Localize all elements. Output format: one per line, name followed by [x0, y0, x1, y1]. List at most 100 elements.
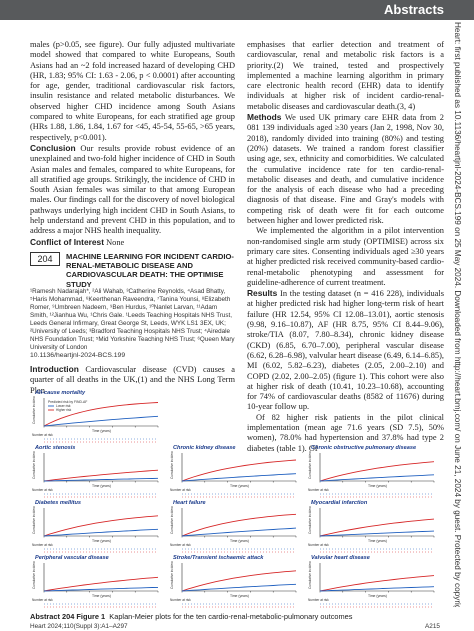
- footer-page-number: A215: [425, 623, 440, 630]
- km-curve-higher-risk: [43, 576, 159, 592]
- results-para: Results In the testing dataset (n = 416 …: [247, 288, 444, 413]
- figure-caption: Abstract 204 Figure 1 Kaplan-Meier plots…: [30, 612, 444, 621]
- km-ylabel: Cumulative incidence: [308, 451, 312, 479]
- km-plot: Cumulative incidence Time (years) Number a…: [32, 506, 159, 553]
- km-ylabel: Cumulative incidence: [170, 561, 174, 589]
- km-panel-title: Myocardial infarction: [311, 500, 368, 506]
- km-curve-lower-risk: [43, 528, 159, 537]
- header-bar: Abstracts: [0, 0, 474, 20]
- km-plot: Cumulative incidence Time (years) Number a…: [32, 451, 159, 498]
- km-panel-title: Chronic obstructive pulmonary disease: [311, 445, 417, 451]
- km-panel-title: Aortic stenosis: [35, 445, 76, 451]
- km-legend-lower: Lower risk: [56, 404, 71, 408]
- km-panel-title: Peripheral vascular disease: [35, 555, 109, 561]
- left-column: males (p>0.05, see figure). Our fully ad…: [30, 40, 235, 248]
- left-para-1: males (p>0.05, see figure). Our fully ad…: [30, 40, 235, 142]
- right-column: emphasises that earlier detection and tr…: [247, 40, 444, 454]
- km-panel: Aortic stenosis Cumulative incidence Time …: [30, 445, 168, 500]
- km-ylabel: Cumulative incidence: [170, 506, 174, 534]
- km-curve-lower-risk: [43, 586, 159, 592]
- km-plot: Cumulative incidence Time (years) Number a…: [308, 451, 435, 498]
- km-curve-higher-risk: [319, 575, 435, 592]
- km-xlabel: Time (years): [368, 594, 387, 598]
- km-number-at-risk-label: Number at risk: [308, 598, 329, 602]
- km-panel-title: Heart failure: [173, 500, 206, 506]
- conclusion-text: Our results provide robust evidence of a…: [30, 143, 235, 236]
- coi-label: Conflict of Interest: [30, 236, 104, 247]
- km-ylabel: Cumulative incidence: [308, 561, 312, 589]
- km-ylabel: Cumulative incidence: [32, 561, 36, 589]
- km-panel-title: Diabetes mellitus: [35, 500, 82, 506]
- abstract-204-heading: 204 MACHINE LEARNING FOR INCIDENT CARDIO…: [30, 250, 235, 289]
- km-panel: Heart failure Cumulative incidence Time (y…: [168, 500, 306, 555]
- methods-label: Methods: [247, 112, 282, 123]
- km-ylabel: Cumulative incidence: [170, 451, 174, 479]
- km-curve-lower-risk: [319, 586, 435, 592]
- side-copyright-notice: Heart: first published as 10.1136/heartj…: [450, 22, 472, 607]
- km-xlabel: Time (years): [92, 429, 111, 433]
- right-para-1: emphasises that earlier detection and tr…: [247, 40, 444, 111]
- km-axes: [43, 453, 158, 482]
- abstract-title: MACHINE LEARNING FOR INCIDENT CARDIO-REN…: [66, 252, 234, 289]
- km-curve-lower-risk: [181, 527, 297, 537]
- km-plot: Cumulative incidence Time (years) Number a…: [308, 506, 435, 553]
- km-ylabel: Cumulative incidence: [32, 451, 36, 479]
- km-xlabel: Time (years): [92, 594, 111, 598]
- km-curve-higher-risk: [43, 469, 159, 482]
- km-number-at-risk-label: Number at risk: [32, 433, 53, 437]
- results-label: Results: [247, 288, 278, 299]
- km-curve-higher-risk: [181, 513, 297, 537]
- km-curve-lower-risk: [319, 530, 435, 537]
- km-panel: Chronic obstructive pulmonary disease Cum…: [306, 445, 444, 500]
- km-number-at-risk-label: Number at risk: [308, 488, 329, 492]
- coi-para: Conflict of Interest None: [30, 237, 235, 248]
- km-curve-higher-risk: [43, 515, 159, 537]
- km-panel: Chronic kidney disease Cumulative inciden…: [168, 445, 306, 500]
- right-para-2: We implemented the algorithm in a pilot …: [247, 226, 444, 287]
- results-text: In the testing dataset (n = 416 228), in…: [247, 289, 444, 412]
- km-panel: Valvular heart disease Cumulative inciden…: [306, 555, 444, 610]
- km-ylabel: Cumulative incidence: [308, 506, 312, 534]
- km-plot: Cumulative incidence Time (years) Number a…: [32, 396, 159, 443]
- km-panel: Stroke/Transient ischaemic attack Cumulat…: [168, 555, 306, 610]
- km-number-at-risk-label: Number at risk: [32, 598, 53, 602]
- km-panel-title: Valvular heart disease: [311, 555, 370, 561]
- km-legend-title: Predicted risk by FIND-AF: [48, 400, 87, 404]
- km-xlabel: Time (years): [368, 484, 387, 488]
- km-xlabel: Time (years): [230, 594, 249, 598]
- conclusion-para: Conclusion Our results provide robust ev…: [30, 143, 235, 237]
- abstract-number: 204: [30, 252, 60, 266]
- conclusion-label: Conclusion: [30, 142, 76, 153]
- km-plot: Cumulative incidence Time (years) Number a…: [170, 561, 297, 608]
- km-xlabel: Time (years): [368, 539, 387, 543]
- km-curve-higher-risk: [181, 570, 297, 592]
- km-xlabel: Time (years): [230, 539, 249, 543]
- km-panel: Diabetes mellitus Cumulative incidence Tim…: [30, 500, 168, 555]
- caption-label: Abstract 204 Figure 1: [30, 612, 106, 621]
- km-plot: Cumulative incidence Time (years) Number a…: [308, 561, 435, 608]
- side-notice-text: Heart: first published as 10.1136/heartj…: [453, 22, 462, 607]
- km-number-at-risk-label: Number at risk: [170, 488, 191, 492]
- km-panel-title: Stroke/Transient ischaemic attack: [173, 555, 264, 561]
- coi-text: None: [106, 237, 125, 247]
- intro-text: Cardiovascular disease (CVD) causes a qu…: [30, 365, 236, 395]
- km-panel-title: All-cause mortality: [35, 390, 86, 396]
- abstract-doi[interactable]: 10.1136/heartjnl-2024-BCS.199: [30, 352, 126, 359]
- caption-text: Kaplan-Meier plots for the ten cardio-re…: [109, 612, 353, 621]
- km-xlabel: Time (years): [92, 539, 111, 543]
- km-xlabel: Time (years): [92, 484, 111, 488]
- km-curve-lower-risk: [181, 583, 297, 592]
- km-plot: Cumulative incidence Time (years) Number a…: [32, 561, 159, 608]
- footer-citation: Heart 2024;110(Suppl 3):A1–A297: [30, 623, 128, 630]
- km-number-at-risk-label: Number at risk: [32, 543, 53, 547]
- km-axes: [319, 453, 434, 482]
- km-number-at-risk-label: Number at risk: [308, 543, 329, 547]
- km-curve-higher-risk: [43, 402, 159, 427]
- km-panel: Myocardial infarction Cumulative incidenc…: [306, 500, 444, 555]
- km-number-at-risk-label: Number at risk: [170, 543, 191, 547]
- abstract-authors: ¹Ramesh Nadarajah*, ²Ali Wahab, ³Catheri…: [30, 288, 235, 351]
- km-xlabel: Time (years): [230, 484, 249, 488]
- km-number-at-risk-label: Number at risk: [32, 488, 53, 492]
- km-ylabel: Cumulative incidence: [32, 506, 36, 534]
- km-plot: Cumulative incidence Time (years) Number a…: [170, 506, 297, 553]
